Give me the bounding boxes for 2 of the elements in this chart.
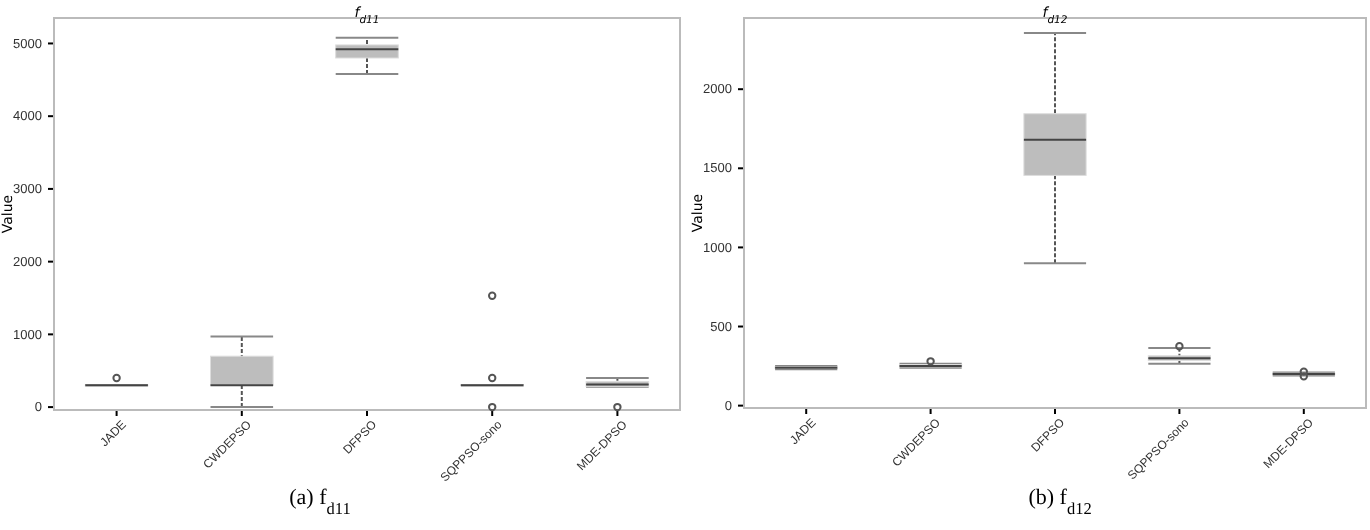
text: (b) f$_{d12}$ bbox=[1028, 486, 1092, 517]
text: (a) f$_{d11}$ bbox=[289, 486, 351, 517]
